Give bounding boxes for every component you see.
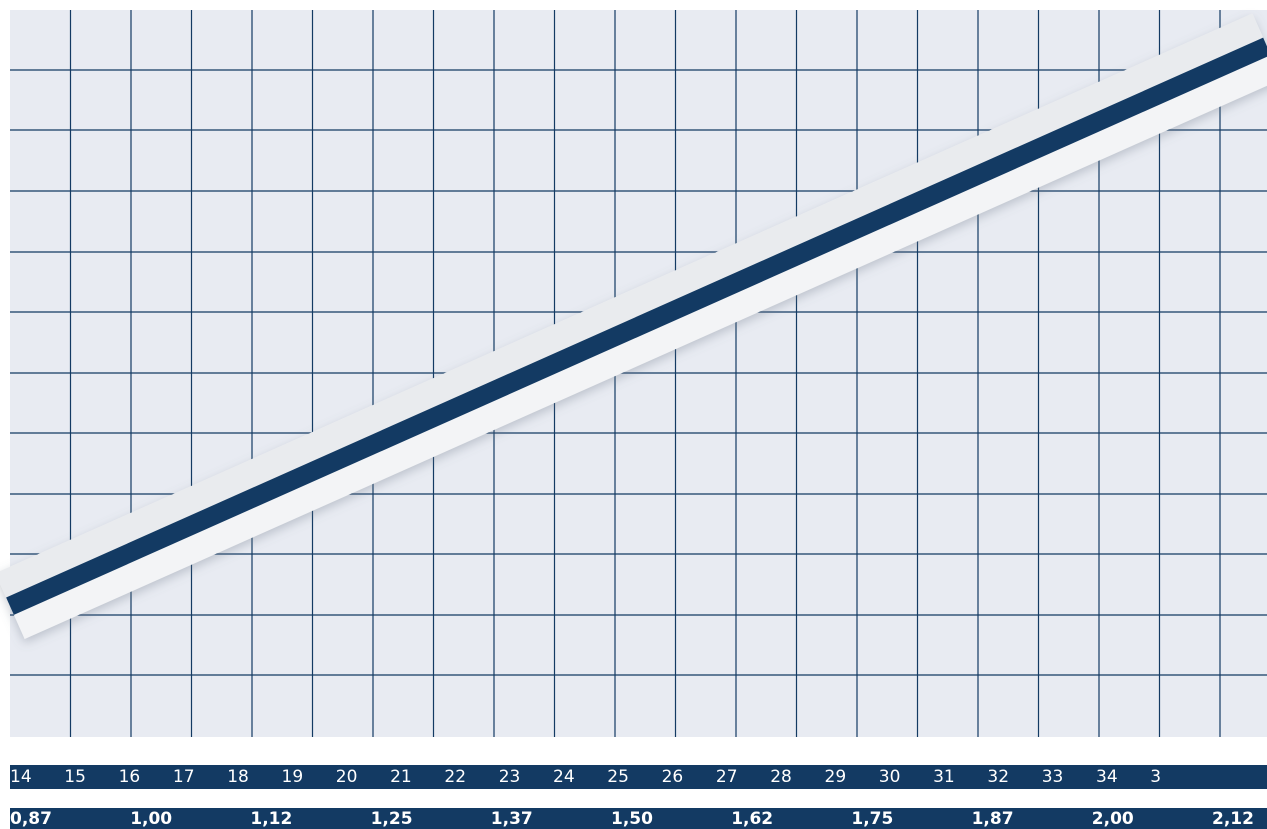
x-tick-top: 16	[118, 767, 141, 787]
x-tick-top: 22	[444, 767, 467, 787]
x-tick-top: 34	[1096, 767, 1118, 787]
x-tick-top: 23	[498, 767, 521, 787]
x-tick-bottom: 1,25	[370, 809, 413, 829]
x-tick-top: 26	[661, 767, 684, 787]
x-tick-top: 3	[1150, 767, 1162, 787]
x-tick-top: 29	[824, 767, 847, 787]
series-line	[6, 37, 1267, 615]
x-tick-top: 33	[1041, 767, 1064, 787]
x-tick-top: 30	[878, 767, 901, 787]
x-tick-top: 27	[715, 767, 738, 787]
x-tick-bottom: 1,37	[490, 809, 533, 829]
x-tick-bottom: 2,00	[1091, 809, 1134, 829]
x-tick-bottom: 1,12	[250, 809, 293, 829]
x-tick-top: 31	[933, 767, 955, 787]
x-tick-bottom: 1,62	[731, 809, 774, 829]
x-tick-top: 17	[172, 767, 195, 787]
x-tick-top: 28	[770, 767, 792, 787]
x-tick-top: 15	[64, 767, 86, 787]
x-tick-bottom: 1,75	[851, 809, 894, 829]
x-tick-top: 14	[10, 767, 32, 787]
line-band-upper	[0, 13, 1267, 607]
x-tick-top: 32	[987, 767, 1010, 787]
x-tick-top: 18	[227, 767, 249, 787]
x-tick-top: 19	[281, 767, 304, 787]
chart-plot	[0, 10, 1267, 737]
x-tick-top: 21	[390, 767, 412, 787]
x-tick-bottom: 0,87	[10, 809, 52, 829]
x-scale-top: 14 15 16 17 18 19 20 21 22 23 24 25 26 27 28 29 30 31 32 33…	[10, 765, 1267, 789]
x-tick-top: 24	[553, 767, 575, 787]
x-tick-top: 20	[335, 767, 358, 787]
x-tick-bottom: 1,87	[971, 809, 1014, 829]
x-tick-top: 25	[607, 767, 629, 787]
x-scale-bottom: 0,87 1,00 1,12 1,25 1,37 1,50 1,62 1,75 1,87 2,00…	[10, 808, 1267, 829]
x-tick-bottom: 1,50	[611, 809, 653, 829]
x-tick-bottom: 2,12	[1212, 809, 1254, 829]
x-tick-bottom: 1,00	[130, 809, 173, 829]
